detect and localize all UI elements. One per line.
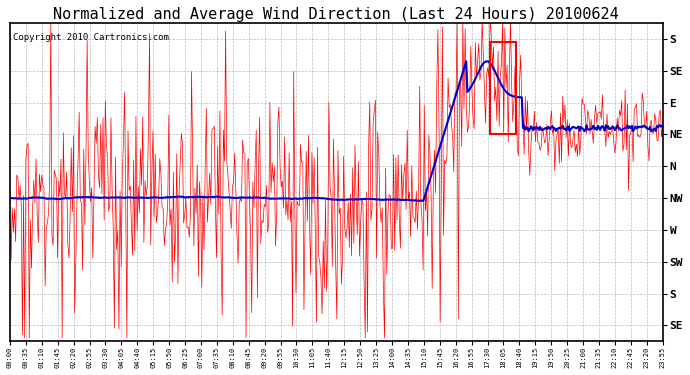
Text: Copyright 2010 Cartronics.com: Copyright 2010 Cartronics.com [13,33,169,42]
Bar [490,42,515,135]
Title: Normalized and Average Wind Direction (Last 24 Hours) 20100624: Normalized and Average Wind Direction (L… [53,7,619,22]
